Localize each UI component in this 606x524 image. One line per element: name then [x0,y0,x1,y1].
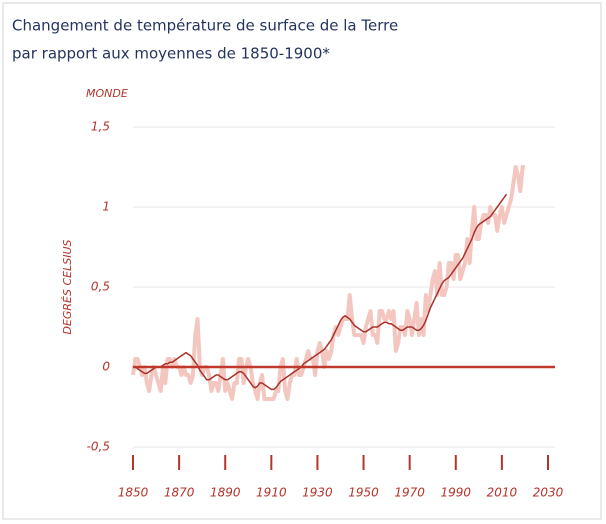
x-tick-label: 1930 [302,486,333,500]
data-line [133,193,508,391]
data-line [131,165,525,401]
x-tick-label: 2030 [533,486,564,500]
frame [2,2,602,520]
y-tick-label: -0,5 [87,440,110,454]
x-tick-label: 1970 [394,486,425,500]
x-tick-label: 1890 [210,486,241,500]
y-tick-label: 1,5 [91,120,110,134]
y-tick-label: 0,5 [91,280,110,294]
y-tick-label: 0 [102,360,110,374]
y-axis-label: DEGRÉS CELSIUS [61,239,74,334]
x-tick-label: 1870 [164,486,195,500]
x-tick-label: 1990 [441,486,472,500]
y-tick-label: 1 [102,200,110,214]
chart-title: par rapport aux moyennes de 1850-1900* [12,45,330,63]
chart-title: Changement de température de surface de … [12,17,398,35]
x-tick-label: 1910 [256,486,287,500]
x-tick-label: 2010 [487,486,518,500]
region-label: MONDE [86,87,128,100]
x-tick-label: 1850 [118,486,149,500]
x-tick-label: 1950 [348,486,379,500]
